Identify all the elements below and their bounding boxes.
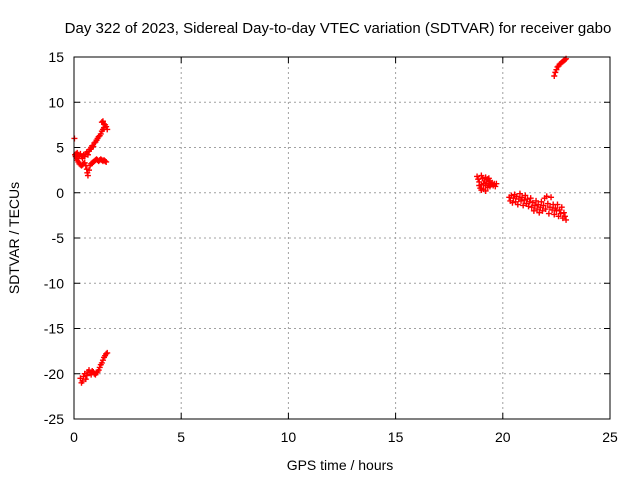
data-point bbox=[492, 183, 499, 190]
data-point bbox=[514, 201, 521, 208]
data-point bbox=[81, 153, 88, 160]
data-point bbox=[552, 69, 559, 76]
data-point bbox=[95, 367, 102, 374]
data-points bbox=[71, 55, 570, 386]
data-point bbox=[79, 377, 86, 384]
grid bbox=[74, 57, 610, 419]
data-point bbox=[533, 197, 540, 204]
plot-frame bbox=[73, 56, 611, 420]
axis-ticks: 0 5 10 15 20 25 -25 -20 -15 -10 -5 0 5 10 15 bbox=[44, 49, 618, 445]
data-point bbox=[86, 167, 93, 174]
data-point bbox=[557, 210, 564, 217]
data-point bbox=[540, 202, 547, 209]
y-tick-label: -15 bbox=[44, 321, 64, 337]
y-tick-label: -25 bbox=[44, 411, 64, 427]
data-point bbox=[527, 195, 534, 202]
data-point bbox=[99, 357, 106, 364]
x-axis-label: GPS time / hours bbox=[287, 457, 394, 473]
data-point bbox=[82, 376, 89, 383]
data-point bbox=[530, 207, 537, 214]
data-point bbox=[102, 158, 109, 165]
x-tick-label: 0 bbox=[70, 429, 78, 445]
data-point bbox=[537, 204, 544, 211]
x-tick-label: 25 bbox=[602, 429, 618, 445]
data-point bbox=[543, 193, 550, 200]
data-point bbox=[521, 196, 528, 203]
x-tick-label: 10 bbox=[281, 429, 297, 445]
data-point bbox=[518, 197, 525, 204]
data-point bbox=[97, 130, 104, 137]
data-point bbox=[90, 143, 97, 150]
x-tick-label: 5 bbox=[177, 429, 185, 445]
data-point bbox=[474, 173, 481, 180]
data-point bbox=[561, 56, 568, 63]
y-tick-label: 5 bbox=[56, 140, 64, 156]
data-point bbox=[525, 203, 532, 210]
data-point bbox=[561, 213, 568, 220]
data-point bbox=[83, 372, 90, 379]
data-point bbox=[493, 180, 500, 187]
data-point bbox=[101, 120, 108, 127]
data-point bbox=[520, 202, 527, 209]
data-point bbox=[551, 73, 558, 80]
data-point bbox=[554, 201, 561, 208]
data-point bbox=[98, 359, 105, 366]
data-point bbox=[528, 204, 535, 211]
data-point bbox=[478, 172, 485, 179]
data-point bbox=[542, 206, 549, 213]
data-point bbox=[534, 206, 541, 213]
y-tick-label: 10 bbox=[48, 94, 64, 110]
y-tick-label: -20 bbox=[44, 366, 64, 382]
data-point bbox=[96, 364, 103, 371]
data-point bbox=[544, 200, 551, 207]
data-point bbox=[545, 210, 552, 217]
x-tick-label: 15 bbox=[388, 429, 404, 445]
data-point bbox=[478, 181, 485, 188]
y-tick-label: -5 bbox=[52, 230, 65, 246]
data-point bbox=[522, 192, 529, 199]
data-point bbox=[549, 206, 556, 213]
y-tick-label: -10 bbox=[44, 275, 64, 291]
data-point bbox=[510, 195, 517, 202]
data-point bbox=[526, 198, 533, 205]
data-point bbox=[99, 118, 106, 125]
data-point bbox=[516, 190, 523, 197]
data-point bbox=[538, 198, 545, 205]
data-point bbox=[509, 199, 516, 206]
data-point bbox=[84, 172, 91, 179]
data-point bbox=[531, 202, 538, 209]
data-point bbox=[84, 151, 91, 158]
data-point bbox=[560, 209, 567, 216]
data-point bbox=[551, 211, 558, 218]
data-point bbox=[485, 175, 492, 182]
data-point bbox=[536, 209, 543, 216]
y-tick-label: 15 bbox=[48, 49, 64, 65]
data-point bbox=[81, 159, 88, 166]
data-point bbox=[103, 158, 110, 165]
data-point bbox=[77, 150, 84, 157]
data-point bbox=[482, 187, 489, 194]
y-tick-label: 0 bbox=[56, 185, 64, 201]
y-axis-label: SDTVAR / TECUs bbox=[6, 182, 22, 294]
data-point bbox=[104, 349, 111, 356]
data-point bbox=[103, 350, 110, 357]
data-point bbox=[552, 205, 559, 212]
data-point bbox=[104, 126, 111, 133]
x-tick-label: 20 bbox=[495, 429, 511, 445]
data-point bbox=[553, 207, 560, 214]
data-point bbox=[563, 216, 570, 223]
data-point bbox=[539, 207, 546, 214]
data-point bbox=[475, 176, 482, 183]
data-point bbox=[558, 204, 565, 211]
data-point bbox=[553, 66, 560, 73]
data-point bbox=[86, 367, 93, 374]
chart-title: Day 322 of 2023, Sidereal Day-to-day VTE… bbox=[65, 20, 612, 37]
data-point bbox=[548, 194, 555, 201]
